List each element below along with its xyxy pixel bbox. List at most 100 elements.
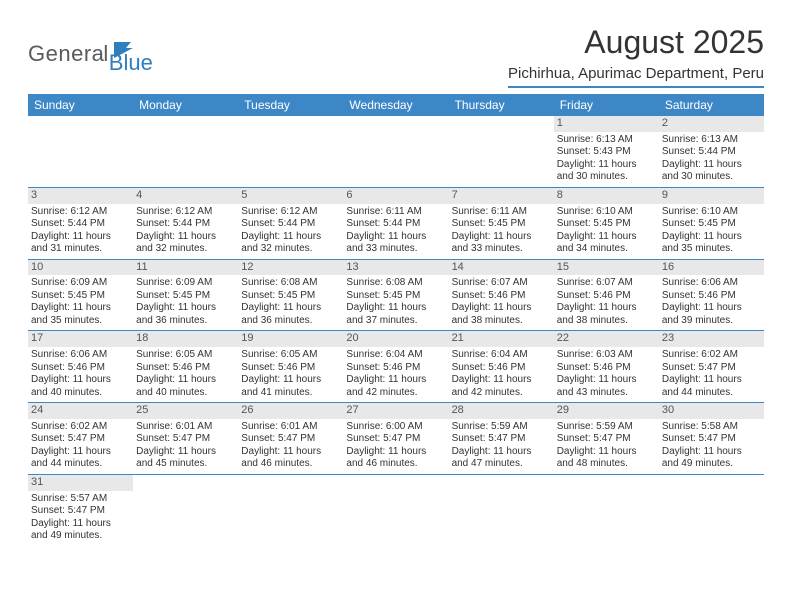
cell-sunrise: Sunrise: 6:04 AM — [452, 349, 551, 362]
cell-daylight1: Daylight: 11 hours — [452, 302, 551, 315]
cell-daylight2: and 44 minutes. — [662, 387, 761, 400]
cell-daylight2: and 43 minutes. — [557, 387, 656, 400]
cell-daylight2: and 35 minutes. — [662, 243, 761, 256]
day-number: 7 — [449, 188, 554, 204]
cell-daylight2: and 39 minutes. — [662, 315, 761, 328]
cell-sunset: Sunset: 5:45 PM — [241, 290, 340, 303]
calendar-cell: 25Sunrise: 6:01 AMSunset: 5:47 PMDayligh… — [133, 403, 238, 474]
calendar-cell: 8Sunrise: 6:10 AMSunset: 5:45 PMDaylight… — [554, 188, 659, 259]
calendar-header-row: SundayMondayTuesdayWednesdayThursdayFrid… — [28, 94, 764, 116]
cell-daylight2: and 30 minutes. — [662, 171, 761, 184]
page-subtitle: Pichirhua, Apurimac Department, Peru — [508, 65, 764, 88]
cell-daylight1: Daylight: 11 hours — [557, 231, 656, 244]
cell-sunset: Sunset: 5:47 PM — [31, 433, 130, 446]
day-number: 2 — [659, 116, 764, 132]
calendar-cell: 3Sunrise: 6:12 AMSunset: 5:44 PMDaylight… — [28, 188, 133, 259]
cell-sunset: Sunset: 5:45 PM — [346, 290, 445, 303]
calendar-row: 1Sunrise: 6:13 AMSunset: 5:43 PMDaylight… — [28, 116, 764, 188]
cell-daylight1: Daylight: 11 hours — [662, 231, 761, 244]
calendar-cell: 14Sunrise: 6:07 AMSunset: 5:46 PMDayligh… — [449, 260, 554, 331]
cell-daylight2: and 49 minutes. — [662, 458, 761, 471]
cell-daylight1: Daylight: 11 hours — [452, 446, 551, 459]
cell-daylight2: and 32 minutes. — [136, 243, 235, 256]
cell-daylight1: Daylight: 11 hours — [346, 374, 445, 387]
calendar-cell-empty — [238, 475, 343, 546]
calendar-cell-empty — [659, 475, 764, 546]
cell-sunset: Sunset: 5:46 PM — [557, 290, 656, 303]
calendar-cell: 10Sunrise: 6:09 AMSunset: 5:45 PMDayligh… — [28, 260, 133, 331]
cell-sunset: Sunset: 5:43 PM — [557, 146, 656, 159]
cell-daylight2: and 49 minutes. — [31, 530, 130, 543]
cell-sunrise: Sunrise: 6:13 AM — [662, 134, 761, 147]
day-number: 31 — [28, 475, 133, 491]
cell-daylight2: and 46 minutes. — [241, 458, 340, 471]
cell-daylight1: Daylight: 11 hours — [452, 374, 551, 387]
cell-daylight1: Daylight: 11 hours — [136, 302, 235, 315]
cell-daylight1: Daylight: 11 hours — [557, 159, 656, 172]
cell-sunrise: Sunrise: 6:03 AM — [557, 349, 656, 362]
calendar-cell: 28Sunrise: 5:59 AMSunset: 5:47 PMDayligh… — [449, 403, 554, 474]
logo-text-general: Genera — [28, 41, 104, 67]
cell-daylight1: Daylight: 11 hours — [136, 374, 235, 387]
calendar: SundayMondayTuesdayWednesdayThursdayFrid… — [28, 94, 764, 546]
calendar-header-cell: Saturday — [659, 94, 764, 116]
cell-sunrise: Sunrise: 6:13 AM — [557, 134, 656, 147]
day-number: 6 — [343, 188, 448, 204]
calendar-cell-empty — [133, 475, 238, 546]
cell-daylight1: Daylight: 11 hours — [557, 302, 656, 315]
cell-daylight1: Daylight: 11 hours — [346, 231, 445, 244]
calendar-cell: 30Sunrise: 5:58 AMSunset: 5:47 PMDayligh… — [659, 403, 764, 474]
calendar-cell-empty — [449, 116, 554, 187]
calendar-cell: 17Sunrise: 6:06 AMSunset: 5:46 PMDayligh… — [28, 331, 133, 402]
day-number: 16 — [659, 260, 764, 276]
cell-sunset: Sunset: 5:44 PM — [662, 146, 761, 159]
day-number: 1 — [554, 116, 659, 132]
logo: Genera l Blue — [28, 32, 183, 76]
calendar-cell: 5Sunrise: 6:12 AMSunset: 5:44 PMDaylight… — [238, 188, 343, 259]
calendar-row: 17Sunrise: 6:06 AMSunset: 5:46 PMDayligh… — [28, 331, 764, 403]
cell-sunrise: Sunrise: 6:00 AM — [346, 421, 445, 434]
cell-sunset: Sunset: 5:46 PM — [31, 362, 130, 375]
cell-daylight2: and 42 minutes. — [346, 387, 445, 400]
cell-sunrise: Sunrise: 6:09 AM — [31, 277, 130, 290]
cell-sunset: Sunset: 5:46 PM — [452, 362, 551, 375]
cell-daylight1: Daylight: 11 hours — [31, 374, 130, 387]
day-number-empty — [238, 116, 343, 132]
cell-sunset: Sunset: 5:46 PM — [241, 362, 340, 375]
page-title: August 2025 — [508, 24, 764, 61]
day-number-empty — [133, 116, 238, 132]
cell-sunrise: Sunrise: 5:59 AM — [452, 421, 551, 434]
day-number-empty — [343, 475, 448, 491]
cell-sunset: Sunset: 5:46 PM — [557, 362, 656, 375]
header-row: Genera l Blue August 2025 Pichirhua, Apu… — [28, 24, 764, 88]
cell-daylight1: Daylight: 11 hours — [136, 446, 235, 459]
day-number: 21 — [449, 331, 554, 347]
cell-sunrise: Sunrise: 6:07 AM — [452, 277, 551, 290]
day-number: 22 — [554, 331, 659, 347]
calendar-cell-empty — [554, 475, 659, 546]
calendar-cell: 6Sunrise: 6:11 AMSunset: 5:44 PMDaylight… — [343, 188, 448, 259]
cell-sunrise: Sunrise: 5:58 AM — [662, 421, 761, 434]
cell-sunset: Sunset: 5:45 PM — [31, 290, 130, 303]
day-number: 23 — [659, 331, 764, 347]
calendar-cell: 31Sunrise: 5:57 AMSunset: 5:47 PMDayligh… — [28, 475, 133, 546]
cell-sunrise: Sunrise: 6:01 AM — [241, 421, 340, 434]
calendar-cell-empty — [343, 116, 448, 187]
calendar-row: 3Sunrise: 6:12 AMSunset: 5:44 PMDaylight… — [28, 188, 764, 260]
day-number: 4 — [133, 188, 238, 204]
day-number: 5 — [238, 188, 343, 204]
cell-daylight1: Daylight: 11 hours — [241, 446, 340, 459]
day-number: 30 — [659, 403, 764, 419]
calendar-row: 10Sunrise: 6:09 AMSunset: 5:45 PMDayligh… — [28, 260, 764, 332]
calendar-header-cell: Friday — [554, 94, 659, 116]
day-number: 27 — [343, 403, 448, 419]
title-block: August 2025 Pichirhua, Apurimac Departme… — [508, 24, 764, 88]
cell-sunrise: Sunrise: 6:02 AM — [31, 421, 130, 434]
calendar-row: 31Sunrise: 5:57 AMSunset: 5:47 PMDayligh… — [28, 475, 764, 546]
cell-daylight1: Daylight: 11 hours — [662, 159, 761, 172]
calendar-cell: 19Sunrise: 6:05 AMSunset: 5:46 PMDayligh… — [238, 331, 343, 402]
cell-sunset: Sunset: 5:46 PM — [346, 362, 445, 375]
cell-sunset: Sunset: 5:45 PM — [136, 290, 235, 303]
cell-daylight2: and 34 minutes. — [557, 243, 656, 256]
day-number: 14 — [449, 260, 554, 276]
